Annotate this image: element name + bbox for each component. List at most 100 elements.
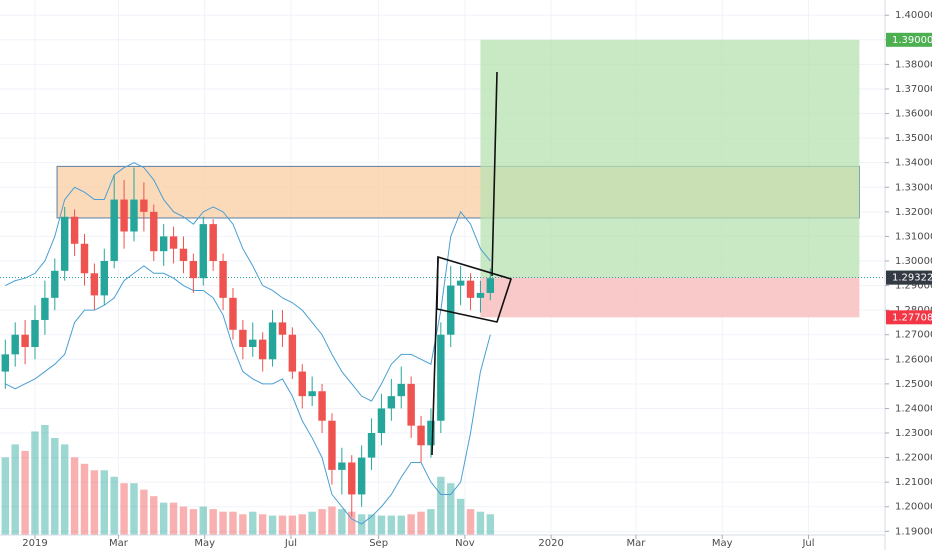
candle-body	[159, 236, 168, 252]
x-tick-label: 2020	[538, 538, 563, 549]
x-tick-label: Jul	[801, 538, 814, 549]
volume-bar	[100, 470, 109, 535]
volume-bar	[31, 431, 39, 535]
volume-bar	[486, 514, 495, 535]
candle-body	[427, 420, 435, 446]
candle-body	[179, 248, 188, 261]
volume-bar	[70, 457, 79, 535]
candle-body	[21, 334, 29, 348]
candle-body	[199, 224, 207, 279]
volume-bar	[476, 511, 485, 535]
candle-body	[258, 339, 267, 360]
candle-body	[338, 462, 346, 470]
candle-body	[189, 260, 198, 279]
candle-body	[219, 260, 227, 298]
volume-bar	[387, 515, 396, 535]
candle-body	[387, 396, 396, 409]
x-tick-label: 2019	[22, 538, 47, 549]
volume-bar	[427, 509, 435, 535]
y-tick-label: 1.31000	[895, 231, 932, 242]
volume-bar	[417, 511, 425, 535]
candle-body	[407, 383, 415, 426]
volume-bar	[298, 514, 306, 535]
volume-bar	[51, 437, 59, 535]
volume-bar	[130, 483, 138, 535]
volume-bar	[239, 514, 247, 535]
volume-bar	[150, 496, 158, 535]
candle-body	[209, 224, 217, 261]
volume-bar	[338, 509, 346, 535]
y-tick-label: 1.20000	[895, 502, 932, 513]
volume-bar	[209, 509, 217, 535]
candle-body	[100, 260, 109, 296]
y-tick-label: 1.37000	[895, 84, 932, 95]
volume-bar	[447, 483, 455, 535]
volume-bar	[367, 514, 376, 535]
y-tick-label: 1.30000	[895, 256, 932, 267]
y-tick-label: 1.25000	[895, 379, 932, 390]
volume-bar	[348, 511, 356, 535]
upper-band	[5, 162, 491, 402]
volume-bar	[120, 483, 128, 535]
volume-bar	[456, 498, 465, 535]
candle-body	[120, 199, 128, 232]
projection	[491, 71, 498, 277]
candle-body	[447, 285, 455, 335]
loss-zone	[480, 277, 860, 318]
drawings	[0, 39, 885, 318]
lower-band	[5, 265, 491, 525]
volume-bar	[80, 463, 89, 535]
x-tick-label: Sep	[369, 538, 388, 549]
volume-bar	[466, 509, 475, 535]
volume	[1, 425, 495, 535]
y-tick-label: 1.29000	[895, 281, 932, 292]
candle-body	[377, 408, 386, 434]
candle-body	[348, 462, 356, 495]
flag-pole	[431, 257, 439, 456]
candle-body	[367, 433, 376, 458]
x-tick-label: Mar	[627, 538, 647, 549]
price-badge	[886, 270, 932, 285]
candle-body	[437, 334, 445, 421]
price-badge	[886, 32, 932, 47]
volume-bar	[288, 515, 297, 535]
volume-bar	[159, 502, 168, 535]
price-badge-label: 1.39000	[892, 35, 932, 46]
x-tick-label: Mar	[109, 538, 129, 549]
y-tick-label: 1.23000	[895, 428, 932, 439]
y-tick-label: 1.26000	[895, 354, 932, 365]
x-tick-label: May	[194, 538, 215, 549]
candle-body	[140, 199, 148, 212]
y-tick-label: 1.19000	[895, 526, 932, 537]
volume-bar	[90, 470, 99, 535]
volume-bar	[140, 489, 148, 535]
candle-body	[486, 278, 495, 293]
candle-body	[11, 334, 19, 355]
x-tick-label: Jul	[284, 538, 297, 549]
volume-bar	[318, 509, 326, 535]
y-tick-label: 1.22000	[895, 453, 932, 464]
volume-bar	[268, 515, 277, 535]
y-tick-label: 1.36000	[895, 109, 932, 120]
candle-body	[70, 216, 79, 244]
price-badge-label: 1.27708	[892, 312, 932, 323]
volume-bar	[328, 506, 336, 535]
volume-bar	[407, 514, 415, 535]
y-tick-label: 1.32000	[895, 207, 932, 218]
x-tick-label: May	[712, 538, 733, 549]
y-tick-label: 1.40000	[895, 10, 932, 21]
volume-bar	[41, 425, 49, 535]
candle-body	[417, 425, 425, 446]
volume-bar	[397, 515, 405, 535]
volume-bar	[308, 511, 316, 535]
volume-bar	[357, 514, 366, 535]
volume-bar	[110, 476, 118, 535]
candle-body	[268, 322, 277, 360]
candle-body	[308, 391, 316, 397]
volume-bar	[437, 476, 445, 535]
volume-bar	[11, 444, 19, 535]
price-badge-label: 1.29322	[892, 273, 932, 284]
candle-body	[80, 243, 89, 274]
volume-bar	[1, 457, 10, 535]
candle-body	[298, 371, 306, 397]
